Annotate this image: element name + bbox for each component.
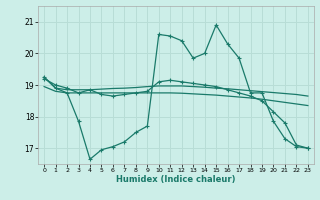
X-axis label: Humidex (Indice chaleur): Humidex (Indice chaleur) (116, 175, 236, 184)
